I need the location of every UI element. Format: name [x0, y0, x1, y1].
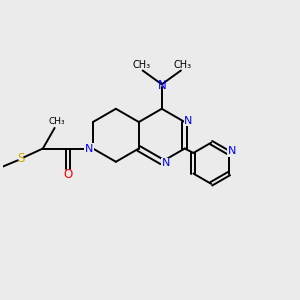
Text: O: O: [63, 168, 73, 181]
Text: S: S: [17, 152, 25, 165]
Text: N: N: [161, 158, 170, 168]
Text: N: N: [158, 79, 166, 92]
Text: CH₃: CH₃: [132, 60, 150, 70]
Text: N: N: [85, 143, 93, 154]
Text: CH₃: CH₃: [49, 117, 65, 126]
Text: N: N: [228, 146, 236, 157]
Text: N: N: [184, 116, 193, 126]
Text: CH₃: CH₃: [173, 60, 191, 70]
